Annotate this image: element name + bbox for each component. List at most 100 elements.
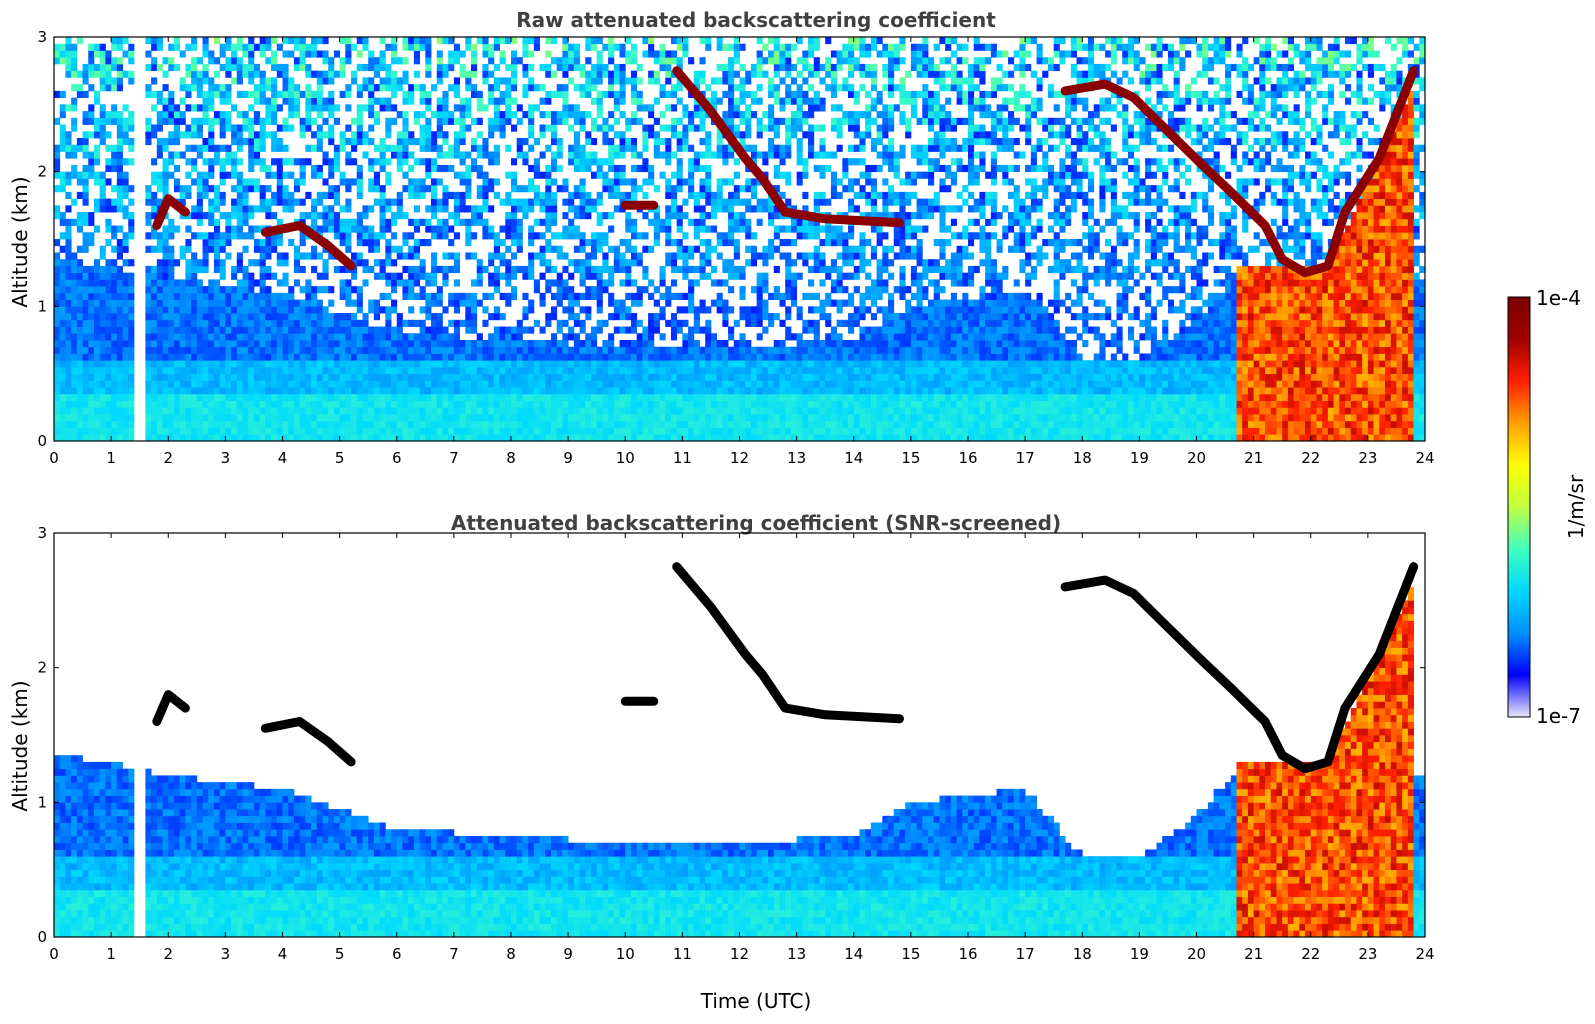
heatmap-cell [653,366,660,375]
heatmap-cell [162,420,169,428]
heatmap-cell [676,306,683,314]
heatmap-cell [745,124,752,132]
heatmap-cell [265,366,272,375]
heatmap-cell [630,407,638,415]
heatmap-cell [733,37,740,45]
heatmap-cell [596,191,603,199]
heatmap-cell [550,131,558,139]
heatmap-cell [533,380,540,388]
heatmap-cell [105,427,112,435]
heatmap-cell [425,57,432,65]
heatmap-cell [271,346,278,354]
heatmap-cell [105,131,112,139]
heatmap-cell [316,319,323,327]
heatmap-cell [402,144,409,152]
heatmap-cell [648,319,655,327]
heatmap-cell [408,340,415,348]
heatmap-cell [76,366,83,375]
heatmap-cell [208,218,215,226]
heatmap-cell [653,286,660,294]
heatmap-cell [293,104,301,112]
heatmap-cell [505,353,512,361]
heatmap-cell [242,265,249,274]
heatmap-cell [699,380,706,388]
heatmap-cell [259,164,266,173]
heatmap-cell [539,414,546,422]
heatmap-cell [579,407,586,415]
heatmap-cell [253,178,261,186]
heatmap-cell [728,420,735,428]
heatmap-cell [293,63,301,72]
heatmap-cell [625,178,632,186]
heatmap-cell [665,252,672,260]
heatmap-cell [185,225,192,233]
heatmap-cell [396,407,403,415]
heatmap-cell [253,299,261,307]
heatmap-cell [316,111,323,119]
heatmap-cell [391,279,398,287]
heatmap-cell [276,340,283,348]
heatmap-cell [568,313,575,321]
heatmap-cell [213,158,221,166]
heatmap-cell [642,232,649,240]
heatmap-cell [545,387,552,395]
heatmap-cell [436,313,443,321]
heatmap-cell [65,50,72,58]
heatmap-cell [259,299,266,307]
heatmap-cell [585,380,592,388]
heatmap-cell [185,90,192,98]
heatmap-cell [219,239,226,247]
heatmap-cell [722,90,729,98]
heatmap-cell [705,319,712,327]
heatmap-cell [705,198,712,206]
heatmap-cell [276,353,283,361]
heatmap-cell [231,319,238,327]
heatmap-cell [385,420,392,428]
heatmap-cell [545,265,552,274]
heatmap-cell [482,104,489,112]
heatmap-cell [122,245,129,253]
heatmap-cell [505,360,512,368]
heatmap-cell [54,279,61,287]
heatmap-cell [522,50,529,58]
heatmap-cell [88,306,95,314]
heatmap-cell [453,407,460,415]
heatmap-cell [265,360,272,368]
heatmap-cell [516,205,523,213]
heatmap-cell [528,77,535,85]
heatmap-cell [65,70,72,78]
heatmap-cell [99,138,106,146]
heatmap-cell [65,286,72,294]
heatmap-cell [236,420,243,428]
heatmap-cell [196,306,203,314]
heatmap-cell [482,340,489,348]
heatmap-cell [391,90,398,98]
heatmap-cell [305,353,312,361]
heatmap-cell [710,373,718,381]
heatmap-cell [333,185,341,193]
heatmap-cell [76,90,83,98]
heatmap-cell [379,434,386,442]
heatmap-cell [65,104,72,112]
heatmap-cell [82,427,89,435]
heatmap-cell [208,212,215,220]
heatmap-cell [162,104,169,112]
heatmap-cell [448,252,455,260]
heatmap-cell [356,393,363,401]
heatmap-cell [368,414,375,422]
heatmap-cell [613,387,620,395]
heatmap-cell [219,414,226,422]
heatmap-cell [665,407,672,415]
heatmap-cell [476,90,483,98]
heatmap-cell [402,70,409,78]
heatmap-cell [425,158,432,166]
heatmap-cell [379,340,386,348]
heatmap-cell [391,57,398,65]
heatmap-cell [682,198,689,206]
heatmap-cell [259,198,266,206]
heatmap-cell [316,434,323,442]
heatmap-cell [179,286,186,294]
heatmap-cell [476,387,483,395]
heatmap-cell [88,360,95,368]
heatmap-cell [693,380,700,388]
